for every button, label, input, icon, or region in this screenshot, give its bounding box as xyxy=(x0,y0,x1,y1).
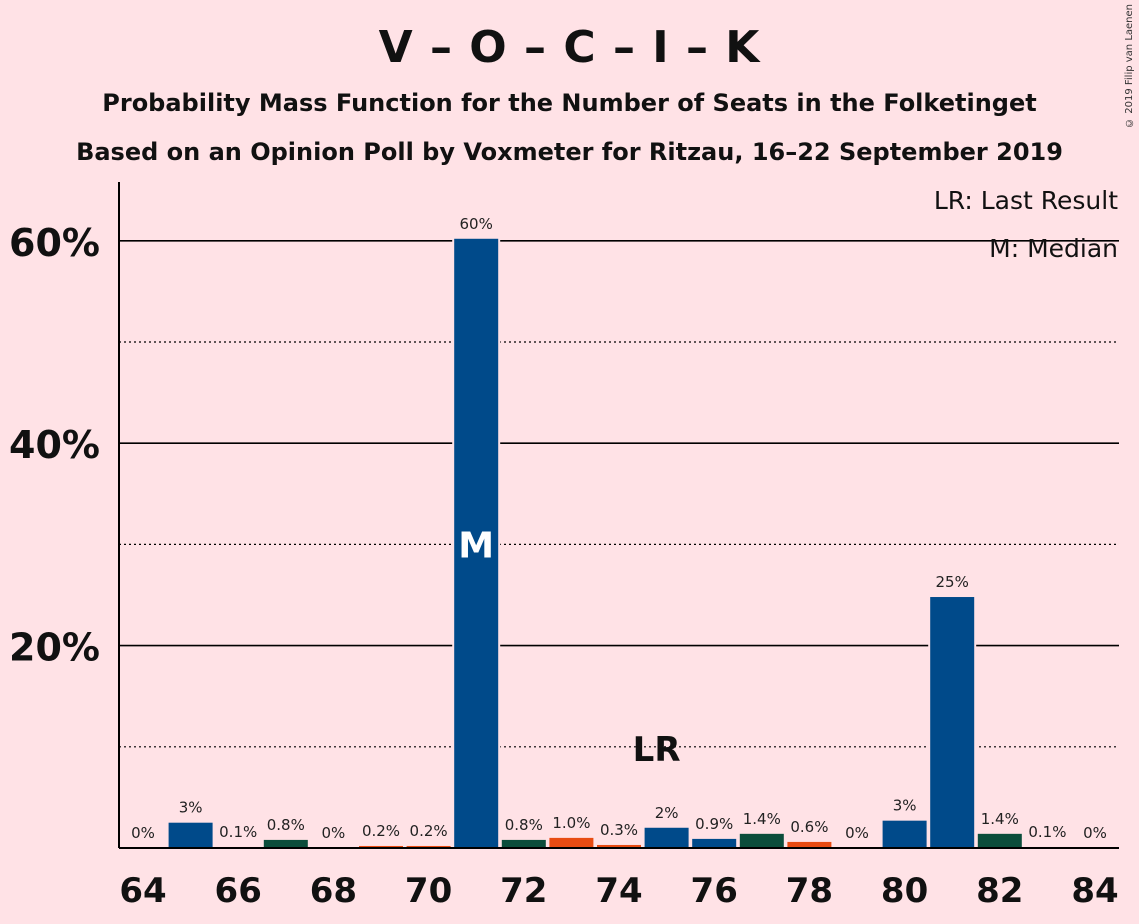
bar xyxy=(263,839,308,848)
chart-source-subtitle: Based on an Opinion Poll by Voxmeter for… xyxy=(76,138,1063,166)
x-tick-label: 76 xyxy=(691,871,738,911)
x-tick-label: 82 xyxy=(976,871,1023,911)
bar-data-label: 0.6% xyxy=(790,818,828,836)
bar-data-label: 0.8% xyxy=(505,816,543,834)
legend-entry: LR: Last Result xyxy=(934,186,1118,215)
bar-data-label: 0.1% xyxy=(1028,823,1066,841)
bar-data-label: 60% xyxy=(460,215,493,233)
y-tick-label: 20% xyxy=(9,626,100,670)
chart-subtitle: Probability Mass Function for the Number… xyxy=(102,89,1037,117)
bar xyxy=(501,839,546,848)
bar xyxy=(359,845,403,848)
bar-data-label: 0.2% xyxy=(410,822,448,840)
x-tick-label: 78 xyxy=(786,871,833,911)
bar xyxy=(406,845,451,848)
bar-data-label: 0.9% xyxy=(695,815,733,833)
x-tick-label: 64 xyxy=(119,871,166,911)
bar xyxy=(454,238,499,848)
bar-data-label: 2% xyxy=(655,804,679,822)
chart-title: V – O – C – I – K xyxy=(378,22,761,73)
bar xyxy=(597,844,641,848)
legend-entry: M: Median xyxy=(989,234,1118,263)
x-tick-label: 74 xyxy=(595,871,642,911)
bar-data-label: 0% xyxy=(1083,824,1107,842)
x-tick-label: 70 xyxy=(405,871,452,911)
bar xyxy=(882,820,927,848)
median-marker: M xyxy=(458,525,494,566)
bar-data-label: 0.8% xyxy=(267,816,305,834)
bar-data-label: 3% xyxy=(179,799,203,817)
bar-data-label: 3% xyxy=(893,797,917,815)
x-tick-label: 80 xyxy=(881,871,928,911)
bar xyxy=(644,827,689,848)
bar-gap xyxy=(1023,844,1072,848)
bar xyxy=(787,841,832,848)
bar-data-label: 25% xyxy=(936,573,969,591)
bar-data-label: 0% xyxy=(845,824,869,842)
bar xyxy=(930,597,975,848)
x-tick-label: 66 xyxy=(215,871,262,911)
bar-data-label: 1.4% xyxy=(981,810,1019,828)
bar xyxy=(168,822,213,848)
x-tick-label: 68 xyxy=(310,871,357,911)
bar xyxy=(692,838,737,848)
bar-data-label: 0.1% xyxy=(219,823,257,841)
y-tick-label: 60% xyxy=(9,221,100,265)
last-result-marker: LR xyxy=(633,730,681,770)
bar-data-label: 1.4% xyxy=(743,810,781,828)
bar-data-label: 0.2% xyxy=(362,822,400,840)
bar-data-label: 0% xyxy=(322,824,346,842)
bar-data-label: 0% xyxy=(131,824,155,842)
x-tick-label: 72 xyxy=(500,871,547,911)
bar xyxy=(549,837,594,848)
bar-data-label: 1.0% xyxy=(552,814,590,832)
bar-gap xyxy=(214,844,263,848)
bar xyxy=(977,833,1022,848)
bar xyxy=(739,833,784,848)
bar-data-label: 0.3% xyxy=(600,821,638,839)
x-tick-label: 84 xyxy=(1071,871,1118,911)
y-tick-label: 40% xyxy=(9,423,100,467)
